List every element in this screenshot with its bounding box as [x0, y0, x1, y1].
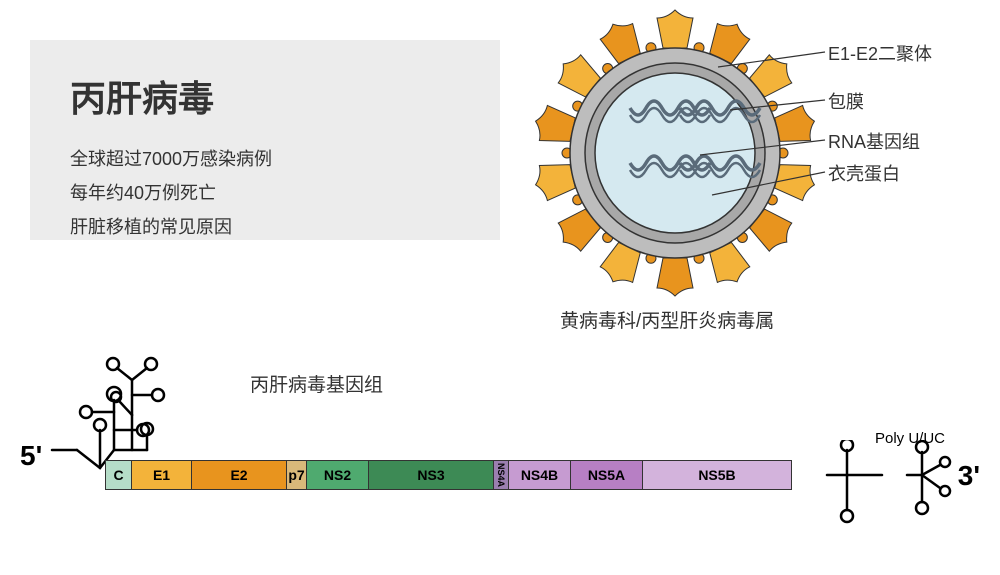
genome-segment-ns3: NS3: [369, 461, 494, 489]
genome-segment-ns5b: NS5B: [643, 461, 791, 489]
fact-3: 肝脏移植的常见原因: [70, 210, 470, 244]
genome-segment-c: C: [106, 461, 132, 489]
genome-segment-p7: p7: [287, 461, 307, 489]
top-section: 丙肝病毒 全球超过7000万感染病例 每年约40万例死亡 肝脏移植的常见原因 E…: [0, 0, 1000, 330]
genome-segment-e2: E2: [192, 461, 287, 489]
rna-3prime-structure: [822, 440, 952, 550]
fact-1: 全球超过7000万感染病例: [70, 142, 470, 176]
five-prime-label: 5': [20, 440, 42, 472]
main-title: 丙肝病毒: [70, 70, 470, 122]
genome-segment-ns5a: NS5A: [571, 461, 643, 489]
virus-label: RNA基因组: [828, 128, 920, 154]
genome-segment-ns4a: NS4A: [494, 461, 509, 489]
info-panel: 丙肝病毒 全球超过7000万感染病例 每年约40万例死亡 肝脏移植的常见原因: [30, 40, 500, 240]
three-prime-label: 3': [958, 460, 980, 492]
genome-segment-ns4b: NS4B: [509, 461, 571, 489]
poly-uc-label: Poly U/UC: [875, 430, 945, 447]
virus-label: 衣壳蛋白: [828, 160, 900, 186]
virus-label: E1-E2二聚体: [828, 40, 932, 66]
virus-diagram: [530, 8, 820, 298]
genome-title: 丙肝病毒基因组: [250, 370, 383, 397]
virus-label: 包膜: [828, 88, 864, 114]
genome-segment-e1: E1: [132, 461, 192, 489]
genome-segment-ns2: NS2: [307, 461, 369, 489]
fact-2: 每年约40万例死亡: [70, 176, 470, 210]
genome-section: 丙肝病毒基因组 5' CE1E2p: [0, 350, 1000, 575]
genome-bar: CE1E2p7NS2NS3NS4ANS4BNS5ANS5B: [105, 460, 792, 490]
taxonomy-text: 黄病毒科/丙型肝炎病毒属: [560, 306, 774, 333]
